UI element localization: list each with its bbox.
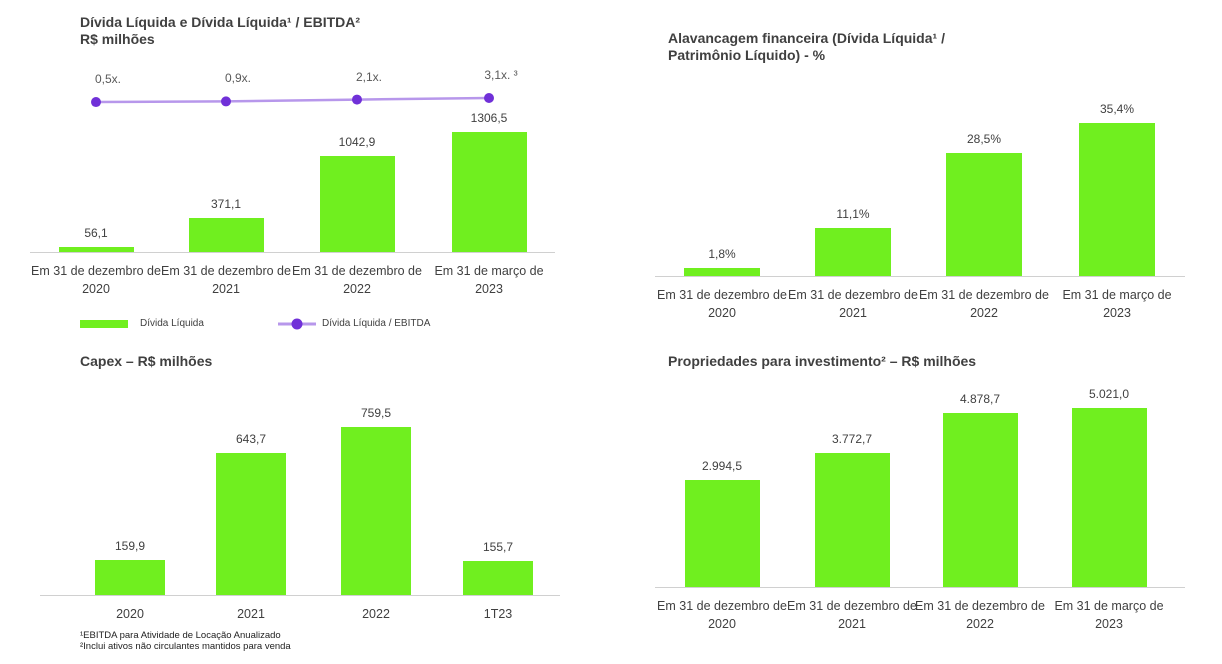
x-tick-label: Em 31 de dezembro de 2020 — [31, 264, 161, 296]
bar — [319, 156, 395, 252]
x-tick-label: Em 31 de dezembro de 2022 — [919, 288, 1049, 320]
bar — [684, 480, 760, 587]
x-tick-label: Em 31 de março de 2023 — [1062, 288, 1172, 320]
value-label: 28,5% — [966, 131, 1002, 146]
value-label: 1306,5 — [470, 110, 508, 125]
bar — [946, 152, 1022, 276]
value-label: 5.021,0 — [1088, 387, 1130, 402]
bar — [684, 268, 760, 276]
x-tick-label: Em 31 de dezembro de 2020 — [657, 288, 787, 320]
axis-line — [655, 276, 1185, 277]
bar — [451, 131, 527, 252]
bar — [814, 452, 890, 587]
x-tick-label: Em 31 de dezembro de 2022 — [915, 599, 1045, 631]
x-tick-label: Em 31 de dezembro de 2020 — [657, 599, 787, 631]
x-tick-label: 2020 — [116, 607, 144, 621]
value-label: 3,1x. ³ — [484, 68, 518, 83]
x-tick-label: 2022 — [362, 607, 390, 621]
legend-swatch — [80, 320, 128, 328]
bar — [58, 246, 134, 252]
x-tick-label: Em 31 de dezembro de 2021 — [787, 599, 917, 631]
value-label: 759,5 — [360, 405, 392, 420]
axis-line — [30, 252, 555, 253]
line-point — [91, 97, 101, 108]
x-tick-label: Em 31 de março de 2023 — [434, 264, 544, 296]
bar — [95, 559, 165, 595]
value-label: 2,1x. — [355, 69, 382, 84]
value-label: 56,1 — [84, 225, 108, 240]
value-label: 35,4% — [1099, 101, 1135, 116]
line-point — [484, 93, 494, 104]
axis-line — [655, 587, 1185, 588]
value-label: 159,9 — [114, 538, 146, 553]
chart-title: Alavancagem financeira (Dívida Líquida¹ … — [668, 30, 945, 63]
bar — [1071, 408, 1147, 587]
x-tick-label: 1T23 — [483, 607, 513, 621]
legend-label: Dívida Líquida — [140, 318, 204, 329]
value-label: 0,9x. — [224, 71, 251, 86]
legend-label: Dívida Líquida / EBITDA — [322, 318, 431, 329]
footnote: ²Inclui ativos não circulantes mantidos … — [80, 641, 291, 652]
bar — [188, 217, 264, 252]
value-label: 11,1% — [836, 207, 870, 222]
footnote: ¹EBITDA para Atividade de Locação Anuali… — [80, 630, 281, 641]
line-point — [352, 94, 362, 105]
chart-title: Capex – R$ milhões — [80, 353, 213, 369]
x-tick-label: Em 31 de dezembro de 2022 — [292, 264, 422, 296]
axis-line — [40, 595, 560, 596]
chart-title: Propriedades para investimento² – R$ mil… — [668, 353, 977, 369]
line — [95, 96, 490, 104]
legend-marker — [291, 318, 303, 330]
bar — [216, 452, 286, 595]
value-label: 0,5x. — [94, 72, 121, 87]
x-tick-label: Em 31 de dezembro de 2021 — [161, 264, 291, 296]
x-tick-label: 2021 — [237, 607, 265, 621]
value-label: 1,8% — [708, 247, 736, 262]
value-label: 2.994,5 — [701, 459, 743, 474]
value-label: 643,7 — [235, 431, 267, 446]
value-label: 4.878,7 — [959, 392, 1001, 407]
x-tick-label: Em 31 de março de 2023 — [1054, 599, 1164, 631]
line-point — [221, 96, 231, 107]
bar — [463, 560, 533, 595]
value-label: 155,7 — [482, 539, 514, 554]
value-label: 3.772,7 — [831, 431, 873, 446]
bar — [1079, 122, 1155, 276]
value-label: 371,1 — [210, 196, 242, 211]
chart-subtitle: R$ milhões — [80, 31, 155, 47]
bar — [341, 426, 411, 595]
value-label: 1042,9 — [338, 135, 376, 150]
x-tick-label: Em 31 de dezembro de 2021 — [788, 288, 918, 320]
bar — [815, 228, 891, 276]
bar — [942, 413, 1018, 587]
chart-title: Dívida Líquida e Dívida Líquida¹ / EBITD… — [80, 14, 361, 30]
